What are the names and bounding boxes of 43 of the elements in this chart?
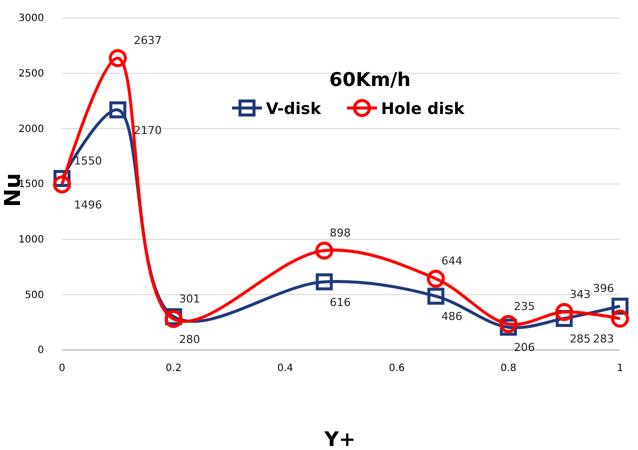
data-label: 206 xyxy=(514,341,535,354)
data-label: 283 xyxy=(593,332,614,346)
x-tick-label: 0.6 xyxy=(388,363,405,374)
point xyxy=(426,270,445,288)
data-label: 1550 xyxy=(74,154,102,168)
text: 60Km/h xyxy=(329,69,411,91)
data-label: 280 xyxy=(179,333,200,346)
data-label: 396 xyxy=(593,282,614,296)
point xyxy=(555,303,574,322)
point xyxy=(499,314,518,333)
data-label: 2637 xyxy=(134,34,162,48)
point xyxy=(164,310,183,328)
legend-label: Hole disk xyxy=(381,99,465,118)
data-label: 486 xyxy=(441,310,462,324)
data-label: 301 xyxy=(179,292,200,306)
x-tick-label: 0.2 xyxy=(166,363,182,374)
x-tick-label: 0.4 xyxy=(277,363,294,374)
y-tick-label: 3000 xyxy=(18,13,44,24)
y-tick-label: 2000 xyxy=(18,124,44,135)
point xyxy=(109,101,126,118)
y-tick-label: 0 xyxy=(38,345,44,356)
point xyxy=(316,273,333,290)
data-label: 1496 xyxy=(74,198,102,212)
data-label: 235 xyxy=(514,300,535,313)
data-label: 898 xyxy=(330,226,351,240)
point xyxy=(611,310,629,328)
point xyxy=(315,242,334,260)
point xyxy=(53,175,71,194)
data-label: 285 xyxy=(570,332,591,346)
legend-label: V-disk xyxy=(266,99,322,118)
point xyxy=(427,288,444,305)
data-label: 644 xyxy=(441,254,462,268)
y-tick-label: 1000 xyxy=(18,234,44,246)
point xyxy=(108,49,127,68)
data-label: 343 xyxy=(570,288,591,302)
x-tick-label: 0.8 xyxy=(500,363,516,374)
y-tick-label: 500 xyxy=(24,290,44,301)
y-tick-label: 1500 xyxy=(18,179,44,190)
y-tick-label: 2500 xyxy=(18,68,44,80)
x-axis-title: Y+ xyxy=(323,427,356,450)
x-tick-label: 0 xyxy=(58,363,66,374)
data-label: 616 xyxy=(330,296,351,309)
x-tick-label: 1 xyxy=(616,363,624,374)
